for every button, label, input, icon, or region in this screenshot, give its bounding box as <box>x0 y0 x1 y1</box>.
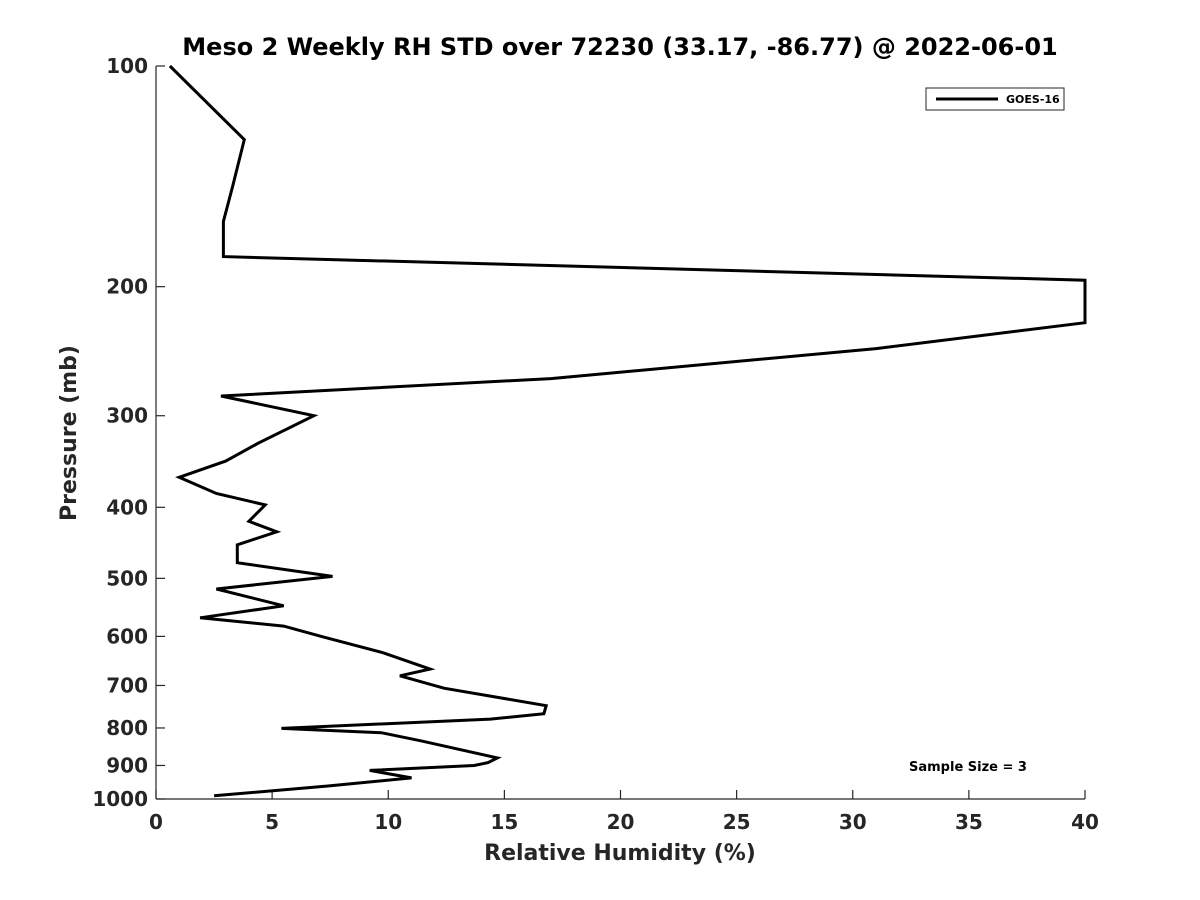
y-tick-label: 400 <box>106 495 148 519</box>
x-tick-label: 25 <box>723 810 751 834</box>
x-tick-label: 40 <box>1071 810 1099 834</box>
y-axis-ticks: 100 200 300 400 500 600 700 800 900 1000 <box>92 54 165 811</box>
legend: GOES-16 <box>925 87 1065 111</box>
x-tick-label: 10 <box>374 810 402 834</box>
y-tick-label: 1000 <box>92 787 148 811</box>
y-tick-label: 200 <box>106 275 148 299</box>
y-axis-label: Pressure (mb) <box>57 345 82 521</box>
y-tick-label: 100 <box>106 54 148 78</box>
x-axis-label: Relative Humidity (%) <box>484 841 756 866</box>
x-tick-label: 0 <box>149 810 163 834</box>
y-tick-label: 900 <box>106 753 148 777</box>
y-tick-label: 300 <box>106 404 148 428</box>
x-tick-label: 15 <box>490 810 518 834</box>
x-tick-label: 5 <box>265 810 279 834</box>
legend-entry-goes16: GOES-16 <box>1006 93 1060 106</box>
y-tick-label: 500 <box>106 566 148 590</box>
y-tick-label: 800 <box>106 716 148 740</box>
x-tick-label: 30 <box>839 810 867 834</box>
x-tick-label: 20 <box>607 810 635 834</box>
x-axis-ticks: 0 5 10 15 20 25 30 35 40 <box>149 790 1099 834</box>
y-tick-label: 600 <box>106 624 148 648</box>
x-tick-label: 35 <box>955 810 983 834</box>
goes16-rh-std-line <box>168 64 1087 798</box>
plot-area <box>156 66 1085 799</box>
y-tick-label: 700 <box>106 673 148 697</box>
sample-size-annotation: Sample Size = 3 <box>909 760 1027 775</box>
chart-title: Meso 2 Weekly RH STD over 72230 (33.17, … <box>182 33 1057 61</box>
